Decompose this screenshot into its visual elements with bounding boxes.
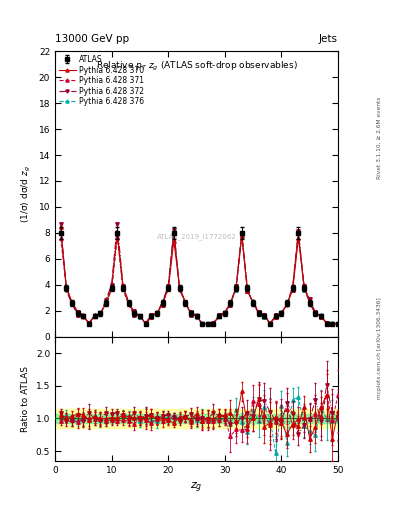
- Text: mcplots.cern.ch [arXiv:1306.3436]: mcplots.cern.ch [arXiv:1306.3436]: [377, 297, 382, 399]
- Text: Relative $p_T$ $z_g$ (ATLAS soft-drop observables): Relative $p_T$ $z_g$ (ATLAS soft-drop ob…: [95, 60, 298, 73]
- X-axis label: $z_g$: $z_g$: [190, 480, 203, 495]
- Legend: ATLAS, Pythia 6.428 370, Pythia 6.428 371, Pythia 6.428 372, Pythia 6.428 376: ATLAS, Pythia 6.428 370, Pythia 6.428 37…: [57, 53, 145, 108]
- Text: ATLAS_2019_I1772062: ATLAS_2019_I1772062: [157, 233, 236, 240]
- Y-axis label: (1/σ) dσ/d $z_g$: (1/σ) dσ/d $z_g$: [20, 165, 33, 223]
- Text: Rivet 3.1.10, ≥ 2.6M events: Rivet 3.1.10, ≥ 2.6M events: [377, 97, 382, 179]
- Text: Jets: Jets: [319, 33, 338, 44]
- Y-axis label: Ratio to ATLAS: Ratio to ATLAS: [21, 366, 30, 432]
- Text: 13000 GeV pp: 13000 GeV pp: [55, 33, 129, 44]
